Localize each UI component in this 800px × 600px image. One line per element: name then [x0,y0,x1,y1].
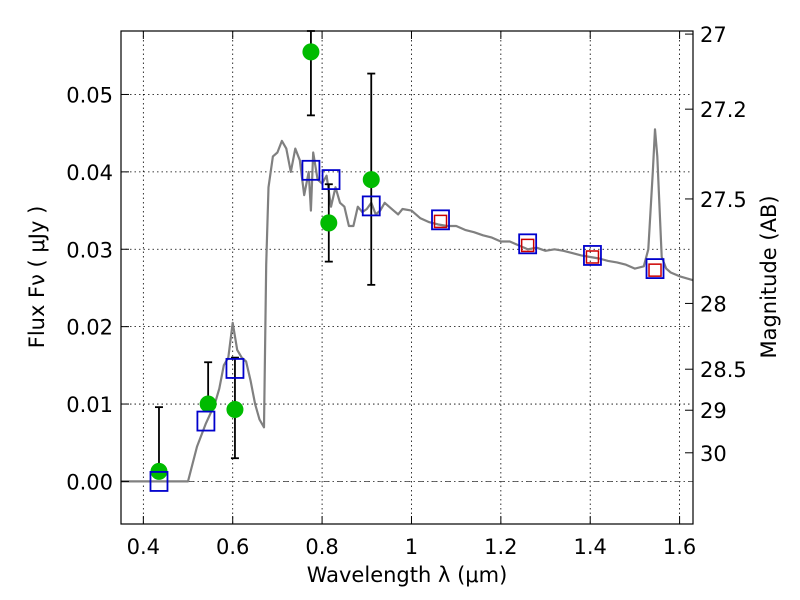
y-tick-label: 0.03 [66,238,113,262]
right-tick-label: 30 [700,442,727,466]
y-tick-label: 0.00 [66,470,113,494]
x-axis-label: Wavelength λ (μm) [307,563,508,587]
model-band-square [196,410,216,432]
x-tick-label: 1.6 [663,535,696,559]
model-spectrum-line [121,128,694,483]
right-tick-label: 27.5 [700,188,747,212]
right-tick-label: 28.5 [700,358,747,382]
x-tick-label: 0.6 [216,535,249,559]
observed-flux-point [362,171,380,189]
observed-flux-point [302,43,320,61]
right-tick-label: 28 [700,292,727,316]
model-band-square [301,159,321,181]
y-tick-label: 0.04 [66,161,113,185]
model-band-square [225,358,245,379]
y-tick-label: 0.05 [66,83,113,107]
x-tick-label: 1.2 [484,535,517,559]
x-tick-label: 0.8 [305,535,338,559]
model-band-square-red [585,250,600,264]
right-tick-label: 29 [700,399,727,423]
grid [121,31,693,524]
model-band-square [645,258,665,279]
model-band-square-red [520,238,535,253]
model-band-square [149,471,169,492]
y-tick-label: 0.02 [66,316,113,340]
axes-ticks: 0.4 0.6 0.8 1 1.2 1.4 1.6 0.00 0.01 0.02 0.03 0.04 0… [66,23,747,559]
model-band-square [583,245,602,266]
observed-flux-point [199,395,217,413]
plot-area [121,30,694,492]
model-band-square-red [648,263,662,277]
x-tick-label: 1.4 [574,535,607,559]
model-band-square [321,169,341,190]
x-tick-label: 1 [405,535,418,559]
y-axis-label-right: Magnitude (AB) [757,195,781,358]
model-band-square [361,195,381,217]
right-tick-label: 27 [700,23,727,47]
y-tick-label: 0.01 [66,393,113,417]
model-band-square-red [433,214,448,229]
model-band-square [518,233,538,255]
observed-flux-point [320,214,338,232]
model-band-square [431,209,450,231]
right-tick-label: 27.2 [700,98,747,122]
y-axis-label: Flux Fν ( μJy ) [25,206,49,349]
plot-frame [120,30,694,525]
observed-flux-point [226,400,244,418]
x-tick-label: 0.4 [127,535,160,559]
